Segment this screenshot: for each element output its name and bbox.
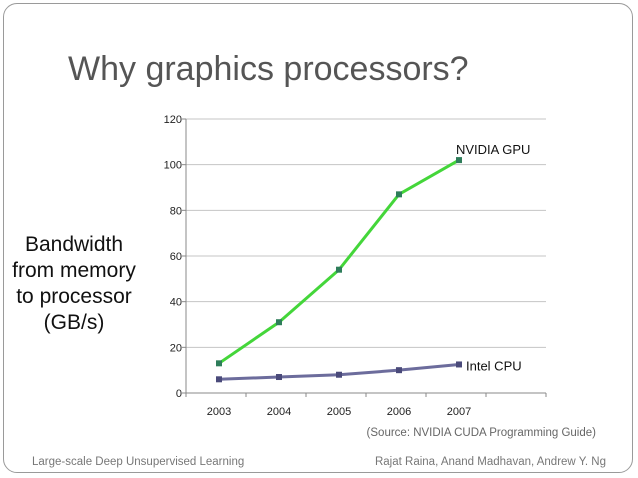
cpu-data-point	[216, 376, 222, 383]
x-tick-label: 2006	[387, 406, 411, 418]
footer-authors: Rajat Raina, Anand Madhavan, Andrew Y. N…	[374, 456, 606, 468]
cpu-data-point	[336, 371, 342, 378]
y-axis-label-line: to processor	[16, 285, 132, 308]
gpu-data-point	[216, 360, 222, 367]
y-axis-label-line: from memory	[12, 259, 136, 282]
y-tick-label: 0	[176, 388, 182, 400]
gpu-series-line	[218, 158, 460, 365]
y-tick-label: 80	[170, 205, 182, 217]
gpu-data-point	[336, 266, 342, 273]
y-tick-label: 100	[164, 160, 182, 172]
footer-course-title: Large-scale Deep Unsupervised Learning	[32, 456, 245, 468]
gpu-series-label: NVIDIA GPU	[456, 142, 530, 157]
y-tick-label: 40	[170, 297, 182, 309]
y-tick-label: 60	[170, 251, 182, 263]
cpu-data-point	[396, 367, 402, 374]
cpu-data-point	[456, 361, 462, 368]
x-tick-label: 2003	[207, 406, 231, 418]
slide-title: Why graphics processors?	[68, 50, 469, 88]
y-tick-label: 120	[164, 114, 182, 126]
gpu-data-point	[456, 157, 462, 164]
x-tick-label: 2004	[267, 406, 291, 418]
gpu-data-point	[396, 191, 402, 198]
y-axis-label: Bandwidth from memory to processor (GB/s…	[10, 232, 138, 336]
source-citation: (Source: NVIDIA CUDA Programming Guide)	[366, 427, 596, 439]
cpu-data-point	[276, 374, 282, 381]
gpu-data-point	[276, 319, 282, 326]
y-tick-label: 20	[170, 342, 182, 354]
y-axis-label-line: (GB/s)	[43, 311, 105, 334]
slide-frame	[3, 3, 633, 473]
x-tick-label: 2007	[447, 406, 471, 418]
y-axis-label-line: Bandwidth	[24, 233, 124, 256]
cpu-series-label: Intel CPU	[466, 358, 522, 373]
x-tick-label: 2005	[327, 406, 351, 418]
